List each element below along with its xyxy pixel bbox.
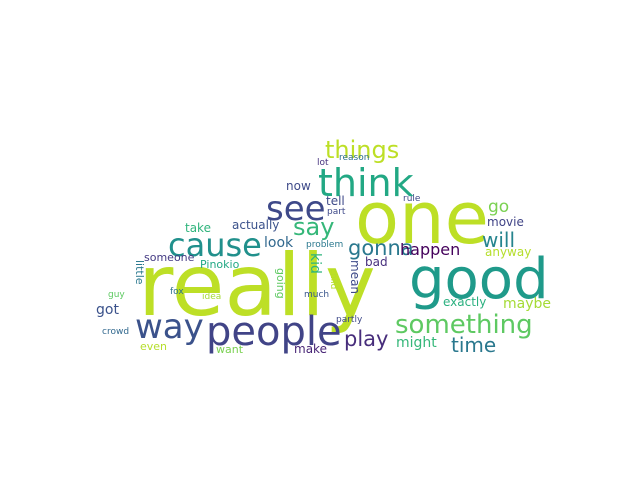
word-partly: partly	[336, 315, 363, 325]
word-kid: kid	[307, 253, 323, 274]
word-gonna: gonna	[348, 236, 414, 260]
word-want: want	[216, 343, 244, 356]
word-time: time	[451, 333, 497, 357]
word-will: will	[482, 228, 516, 252]
word-actually: actually	[232, 218, 280, 232]
word-way: way	[135, 307, 204, 347]
word-take: take	[185, 221, 211, 235]
word-fox: fox	[170, 287, 184, 297]
word-play: play	[344, 327, 389, 351]
word-Pinokio: Pinokio	[200, 258, 240, 271]
word-idea: idea	[202, 292, 222, 302]
word-got: got	[96, 302, 119, 318]
word-going: going	[274, 268, 287, 299]
word-make: make	[294, 342, 327, 356]
word-go: go	[488, 197, 510, 217]
word-exactly: exactly	[443, 295, 487, 309]
word-much: much	[304, 290, 330, 300]
word-maybe: maybe	[503, 296, 552, 312]
word-people: people	[206, 309, 342, 355]
word-anyway: anyway	[485, 245, 532, 259]
word-mean: mean	[348, 260, 362, 295]
word-movie: movie	[487, 215, 524, 229]
word-child: child	[328, 268, 338, 290]
word-happen: happen	[400, 240, 461, 259]
word-tell: tell	[326, 194, 345, 208]
word-see: see	[266, 189, 326, 229]
word-even: even	[140, 340, 168, 353]
word-someone: someone	[144, 251, 195, 264]
word-bad: bad	[365, 255, 388, 269]
word-think: think	[318, 161, 414, 205]
word-part: part	[327, 207, 346, 217]
word-might: might	[396, 335, 437, 351]
word-one: one	[355, 176, 489, 260]
word-little: little	[133, 260, 146, 285]
word-now: now	[286, 179, 311, 193]
word-something: something	[395, 310, 533, 340]
word-good: good	[409, 247, 549, 312]
word-guy: guy	[108, 290, 125, 300]
word-crowd: crowd	[102, 327, 130, 337]
word-things: things	[325, 136, 400, 164]
word-lot: lot	[317, 158, 329, 168]
word-look: look	[264, 235, 294, 251]
word-reason: reason	[339, 153, 370, 163]
word-rule: rule	[403, 194, 421, 204]
word-really: really	[138, 236, 376, 336]
word-cause: cause	[168, 226, 262, 264]
word-problem: problem	[306, 240, 344, 250]
word-say: say	[293, 213, 335, 241]
